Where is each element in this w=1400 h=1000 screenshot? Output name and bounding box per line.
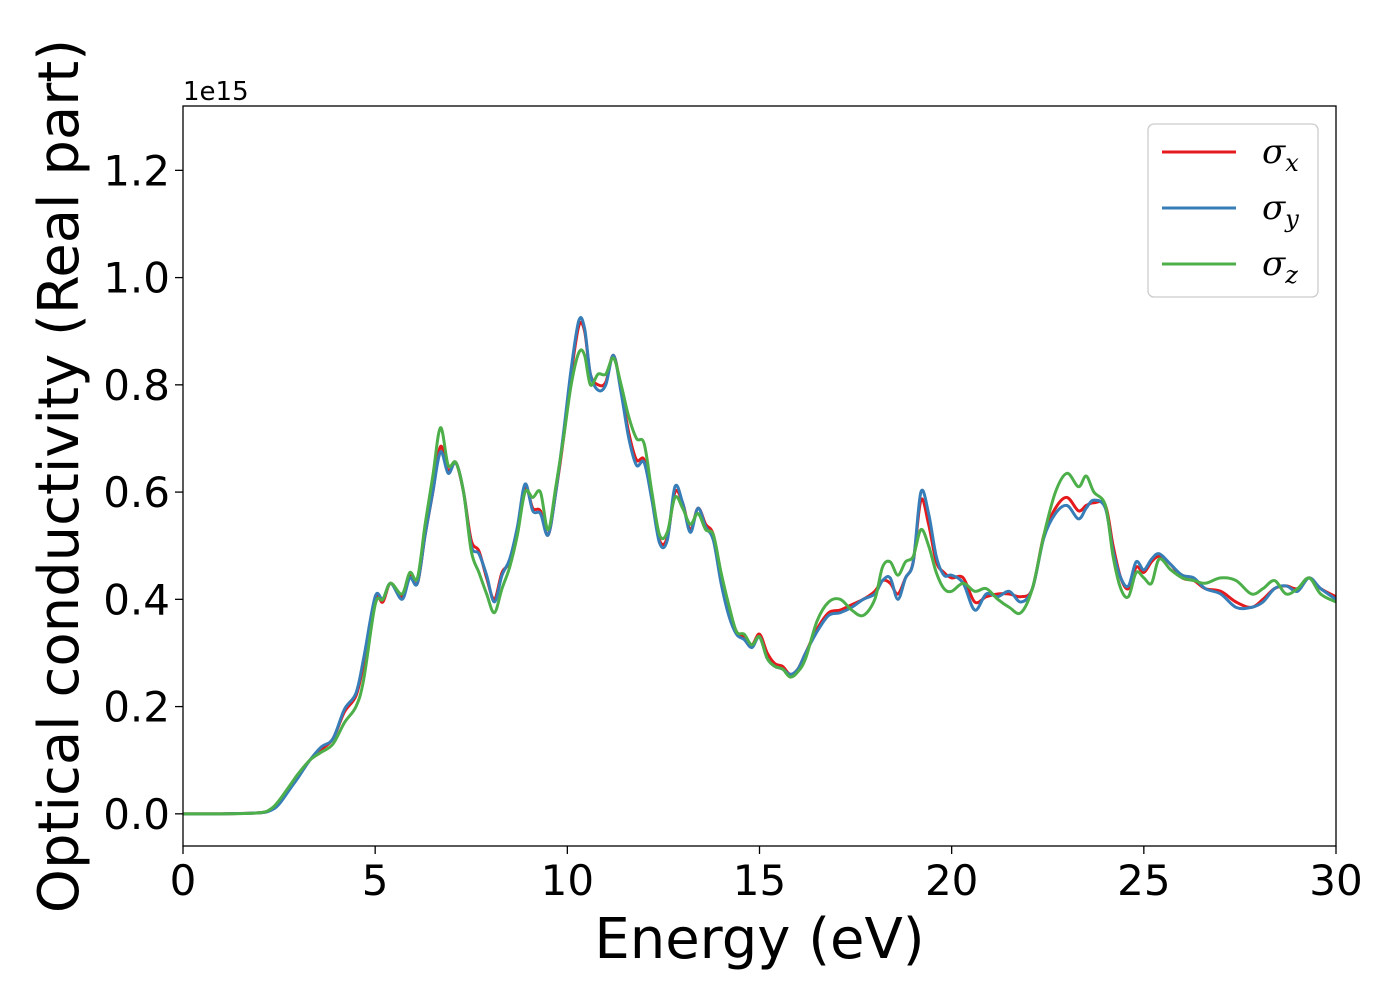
y-tick-label: 0.2	[103, 683, 170, 732]
series-line-z	[182, 348, 1337, 816]
y-axis-title: Optical conductivity (Real part)	[27, 39, 92, 913]
x-axis-ticks: 0 5 10 15 20 25 30	[170, 846, 1363, 905]
y-tick-label: 0.4	[103, 575, 170, 624]
x-axis-title: Energy (eV)	[594, 907, 924, 972]
y-offset-label: 1e15	[183, 77, 249, 107]
x-tick-label: 5	[362, 856, 389, 905]
x-tick-label: 15	[733, 856, 786, 905]
y-tick-label: 0.0	[103, 790, 170, 839]
y-tick-label: 1.0	[103, 254, 170, 303]
x-tick-label: 30	[1309, 856, 1362, 905]
y-tick-label: 0.8	[103, 361, 170, 410]
x-tick-label: 10	[541, 856, 594, 905]
plot-background	[183, 106, 1336, 846]
x-tick-label: 0	[170, 856, 197, 905]
series-layer	[182, 316, 1337, 816]
y-tick-label: 1.2	[103, 146, 170, 195]
legend-box	[1147, 123, 1319, 298]
x-tick-label: 25	[1117, 856, 1170, 905]
y-axis-ticks: 0.0 0.2 0.4 0.6 0.8 1.0 1.2	[103, 146, 183, 839]
x-tick-label: 20	[925, 856, 978, 905]
y-tick-label: 0.6	[103, 468, 170, 517]
